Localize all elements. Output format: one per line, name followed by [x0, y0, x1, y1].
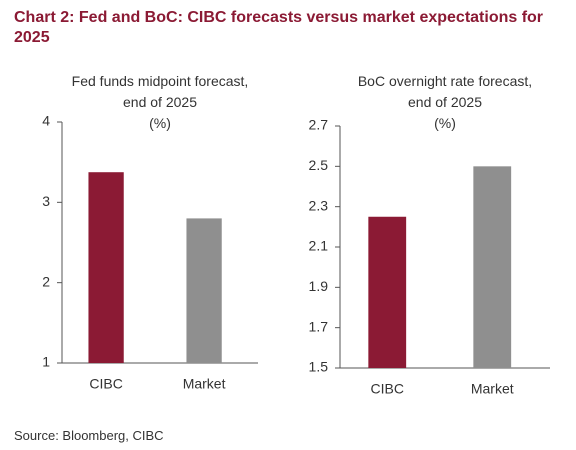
bar	[186, 218, 222, 363]
chart-subtitle: (%)	[434, 115, 456, 131]
y-tick-label: 3	[42, 193, 50, 209]
y-tick-label: 2.7	[309, 117, 329, 133]
y-tick-label: 1	[42, 354, 50, 370]
chart-subtitle: (%)	[149, 115, 171, 131]
y-tick-label: 2.3	[309, 197, 329, 213]
y-tick-label: 4	[42, 113, 50, 129]
x-tick-label: CIBC	[371, 381, 404, 397]
x-tick-label: Market	[471, 381, 514, 397]
bar	[368, 216, 407, 368]
y-tick-label: 1.7	[309, 318, 329, 334]
y-tick-label: 2	[42, 273, 50, 289]
chart-title-block: BoC overnight rate forecast, end of 2025…	[345, 71, 545, 134]
chart-title: Fed funds midpoint forecast, end of 2025	[71, 73, 249, 110]
x-tick-label: Market	[183, 376, 226, 392]
y-tick-label: 2.1	[309, 238, 329, 254]
source-note: Source: Bloomberg, CIBC	[14, 428, 164, 443]
chart-title: BoC overnight rate forecast, end of 2025	[357, 73, 533, 110]
y-tick-label: 1.5	[309, 359, 329, 375]
page-title: Chart 2: Fed and BoC: CIBC forecasts ver…	[14, 9, 544, 46]
y-tick-label: 1.9	[309, 278, 329, 294]
y-tick-label: 2.5	[309, 157, 329, 173]
bar	[88, 172, 124, 363]
x-tick-label: CIBC	[89, 376, 122, 392]
bar	[473, 166, 512, 368]
chart-title-block: Fed funds midpoint forecast, end of 2025…	[60, 71, 260, 134]
